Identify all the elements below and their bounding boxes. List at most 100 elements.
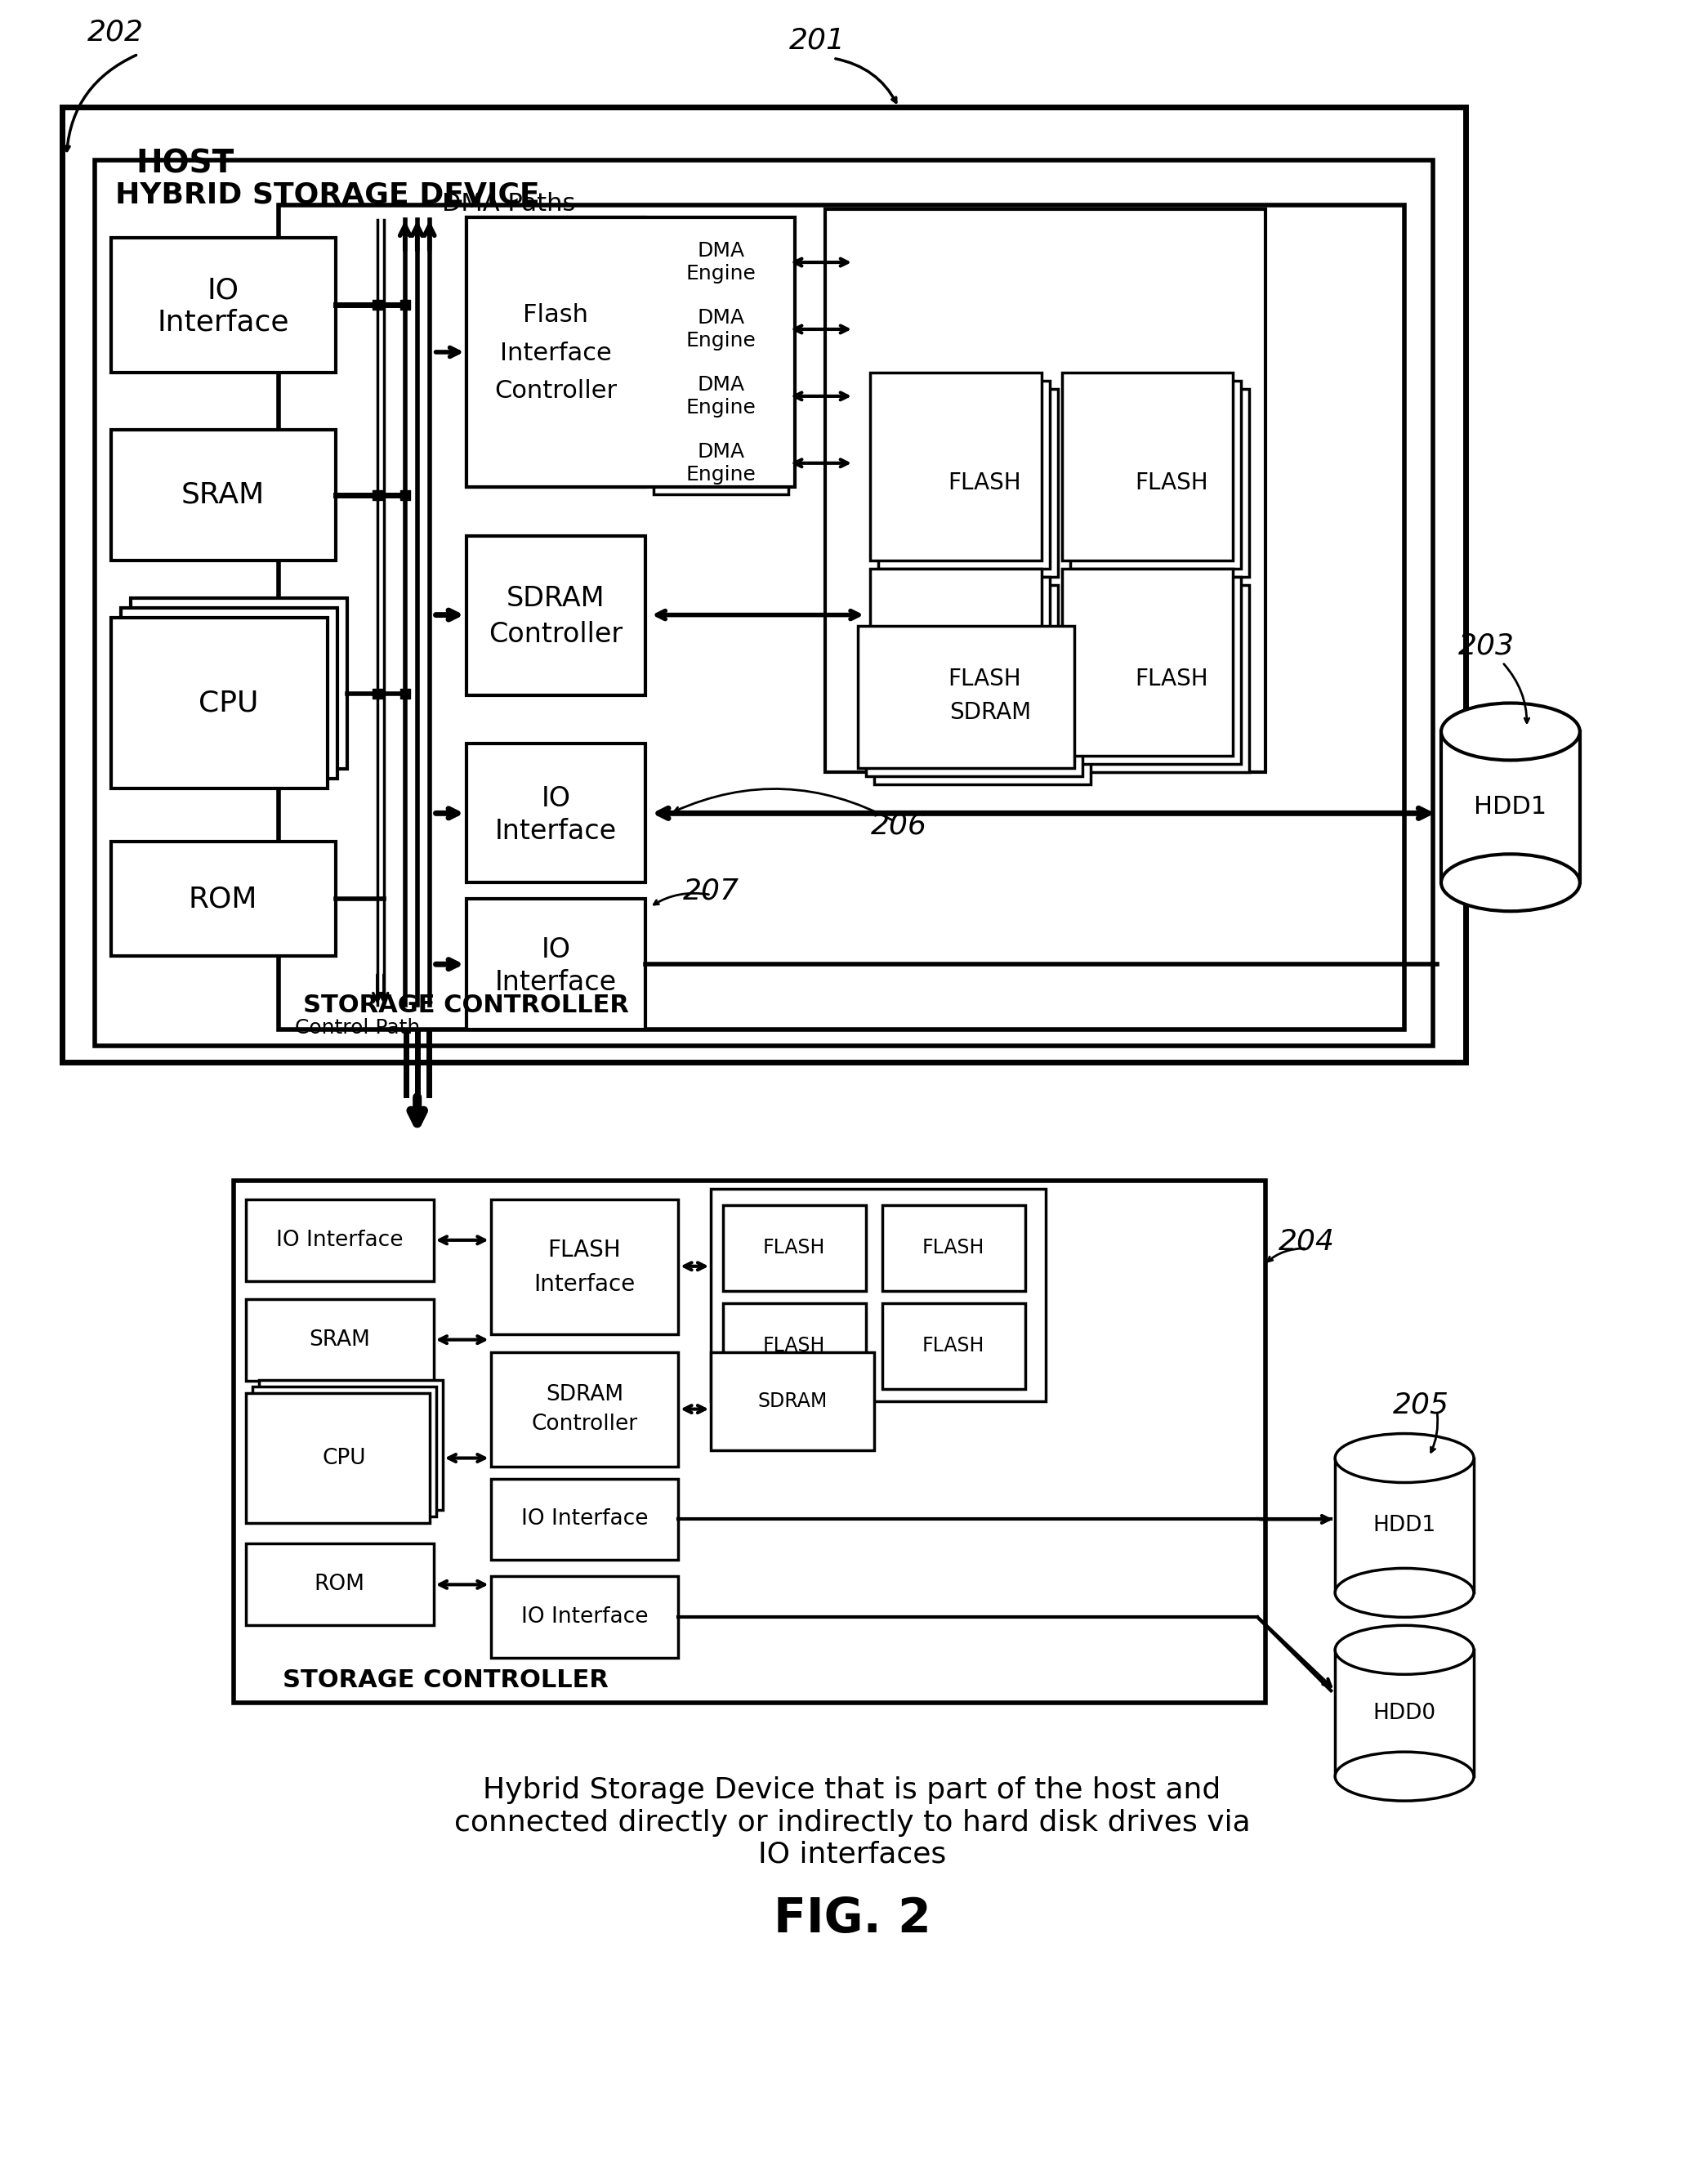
Text: Controller: Controller [494, 380, 617, 404]
Ellipse shape [1441, 854, 1581, 911]
Bar [875, 642, 1089, 784]
Text: ROM: ROM [314, 1575, 365, 1594]
Text: Control Path: Control Path [295, 1018, 419, 1037]
Text: HDD0: HDD0 [1373, 1704, 1436, 1723]
Bar [653, 367, 788, 428]
Text: 201: 201 [789, 26, 846, 55]
Bar [866, 633, 1083, 778]
Bar [653, 299, 788, 360]
Bar [870, 568, 1042, 756]
Bar [131, 598, 348, 769]
Text: SDRAM: SDRAM [546, 1385, 624, 1404]
Text: Interface: Interface [494, 970, 617, 996]
Text: Engine: Engine [685, 397, 755, 417]
Text: DMA: DMA [697, 441, 745, 461]
Text: SDRAM: SDRAM [506, 585, 605, 612]
Text: FLASH: FLASH [948, 472, 1021, 494]
Bar [870, 373, 1042, 561]
Text: HYBRID STORAGE DEVICE: HYBRID STORAGE DEVICE [116, 181, 540, 207]
Bar [711, 1352, 875, 1450]
Text: HDD1: HDD1 [1475, 795, 1546, 819]
Bar [491, 1352, 679, 1465]
Bar [887, 389, 1057, 577]
Text: FLASH: FLASH [1136, 472, 1209, 494]
Bar [1062, 568, 1233, 756]
Text: Interface: Interface [157, 308, 290, 336]
Bar [121, 607, 338, 780]
Text: 202: 202 [87, 17, 143, 46]
Bar [491, 1479, 679, 1559]
Text: 205: 205 [1393, 1391, 1449, 1420]
Bar [95, 159, 1432, 1046]
Bar [246, 1393, 430, 1524]
Bar [1071, 380, 1241, 568]
Text: Engine: Engine [685, 330, 755, 349]
Text: DMA: DMA [697, 376, 745, 395]
Text: SDRAM: SDRAM [757, 1391, 827, 1411]
Ellipse shape [1441, 703, 1581, 760]
Text: Hybrid Storage Device that is part of the host and
connected directly or indirec: Hybrid Storage Device that is part of th… [454, 1776, 1250, 1870]
Bar [111, 238, 336, 373]
Bar [63, 107, 1466, 1061]
Text: Engine: Engine [685, 465, 755, 485]
Bar [878, 577, 1050, 764]
Text: STORAGE CONTROLLER: STORAGE CONTROLLER [303, 994, 629, 1018]
Bar [491, 1577, 679, 1658]
Text: HDD1: HDD1 [1373, 1516, 1436, 1535]
Text: FLASH: FLASH [762, 1238, 825, 1258]
Bar [1062, 373, 1233, 561]
Bar [259, 1380, 443, 1511]
Text: FLASH: FLASH [1136, 666, 1209, 690]
Bar [653, 232, 788, 293]
Text: STORAGE CONTROLLER: STORAGE CONTROLLER [283, 1669, 609, 1693]
Bar [234, 1182, 1265, 1704]
Text: FLASH: FLASH [922, 1238, 984, 1258]
Text: FLASH: FLASH [762, 1337, 825, 1356]
Bar [878, 380, 1050, 568]
Bar [723, 1304, 866, 1389]
Text: Engine: Engine [685, 264, 755, 284]
Bar [653, 432, 788, 494]
Text: 204: 204 [1279, 1227, 1335, 1256]
Ellipse shape [1335, 1433, 1473, 1483]
Bar [723, 1206, 866, 1291]
Text: IO Interface: IO Interface [276, 1230, 404, 1251]
Text: IO Interface: IO Interface [522, 1607, 648, 1627]
Text: ROM: ROM [189, 885, 257, 913]
Text: 203: 203 [1458, 631, 1514, 660]
Bar [858, 625, 1074, 769]
Text: SRAM: SRAM [309, 1330, 370, 1350]
Text: Flash: Flash [523, 304, 588, 328]
Bar [465, 535, 646, 695]
Text: 206: 206 [871, 812, 928, 839]
Text: IO: IO [206, 275, 239, 304]
Text: FLASH: FLASH [948, 666, 1021, 690]
Bar [1078, 389, 1250, 577]
Bar [111, 430, 336, 561]
Text: CPU: CPU [322, 1448, 365, 1468]
Bar [465, 218, 795, 487]
Ellipse shape [1335, 1752, 1473, 1802]
Text: Interface: Interface [494, 817, 617, 845]
Text: SRAM: SRAM [181, 480, 264, 509]
Text: SDRAM: SDRAM [950, 701, 1032, 725]
Bar [491, 1199, 679, 1334]
Bar [465, 218, 646, 487]
Bar [111, 841, 336, 957]
Bar [252, 1387, 436, 1518]
Bar [465, 900, 646, 1029]
Bar [887, 585, 1057, 773]
Text: Controller: Controller [489, 620, 622, 649]
Text: Interface: Interface [534, 1273, 636, 1295]
Ellipse shape [1335, 1625, 1473, 1675]
Bar [825, 210, 1265, 773]
Bar [711, 1188, 1045, 1400]
Bar [246, 1299, 433, 1380]
Text: FLASH: FLASH [922, 1337, 984, 1356]
Bar [1071, 577, 1241, 764]
Text: IO: IO [540, 784, 571, 812]
Text: DMA: DMA [697, 240, 745, 260]
Bar [278, 205, 1405, 1029]
Bar [1078, 585, 1250, 773]
Text: FIG. 2: FIG. 2 [774, 1896, 931, 1942]
